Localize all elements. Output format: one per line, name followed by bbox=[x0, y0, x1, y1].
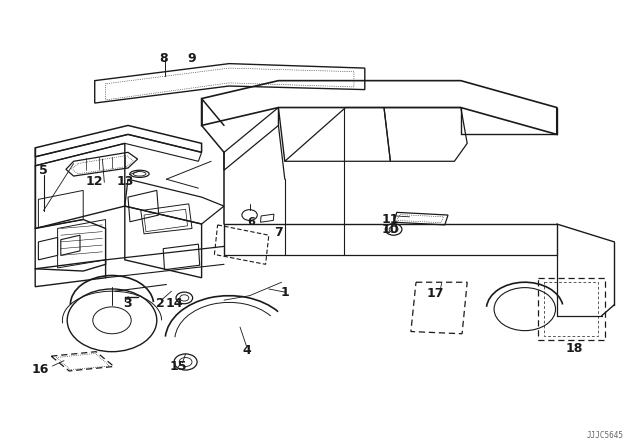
Text: 9: 9 bbox=[188, 52, 196, 65]
Text: 8: 8 bbox=[159, 52, 168, 65]
Text: 6: 6 bbox=[248, 217, 255, 227]
Text: 14: 14 bbox=[165, 297, 183, 310]
Text: 18: 18 bbox=[566, 342, 584, 355]
Text: 2: 2 bbox=[156, 297, 164, 310]
Text: 11: 11 bbox=[381, 213, 399, 226]
Text: JJJC5645: JJJC5645 bbox=[587, 431, 624, 440]
Text: 17: 17 bbox=[426, 287, 444, 300]
Text: 15: 15 bbox=[169, 360, 187, 373]
Text: 5: 5 bbox=[39, 164, 48, 177]
Text: 13: 13 bbox=[116, 175, 134, 188]
Text: 10: 10 bbox=[381, 223, 399, 236]
Text: 16: 16 bbox=[31, 363, 49, 376]
Text: 7: 7 bbox=[274, 226, 283, 240]
Text: 3: 3 bbox=[124, 297, 132, 310]
Text: 12: 12 bbox=[86, 175, 104, 188]
Text: 1: 1 bbox=[280, 285, 289, 299]
Text: 4: 4 bbox=[242, 344, 251, 357]
